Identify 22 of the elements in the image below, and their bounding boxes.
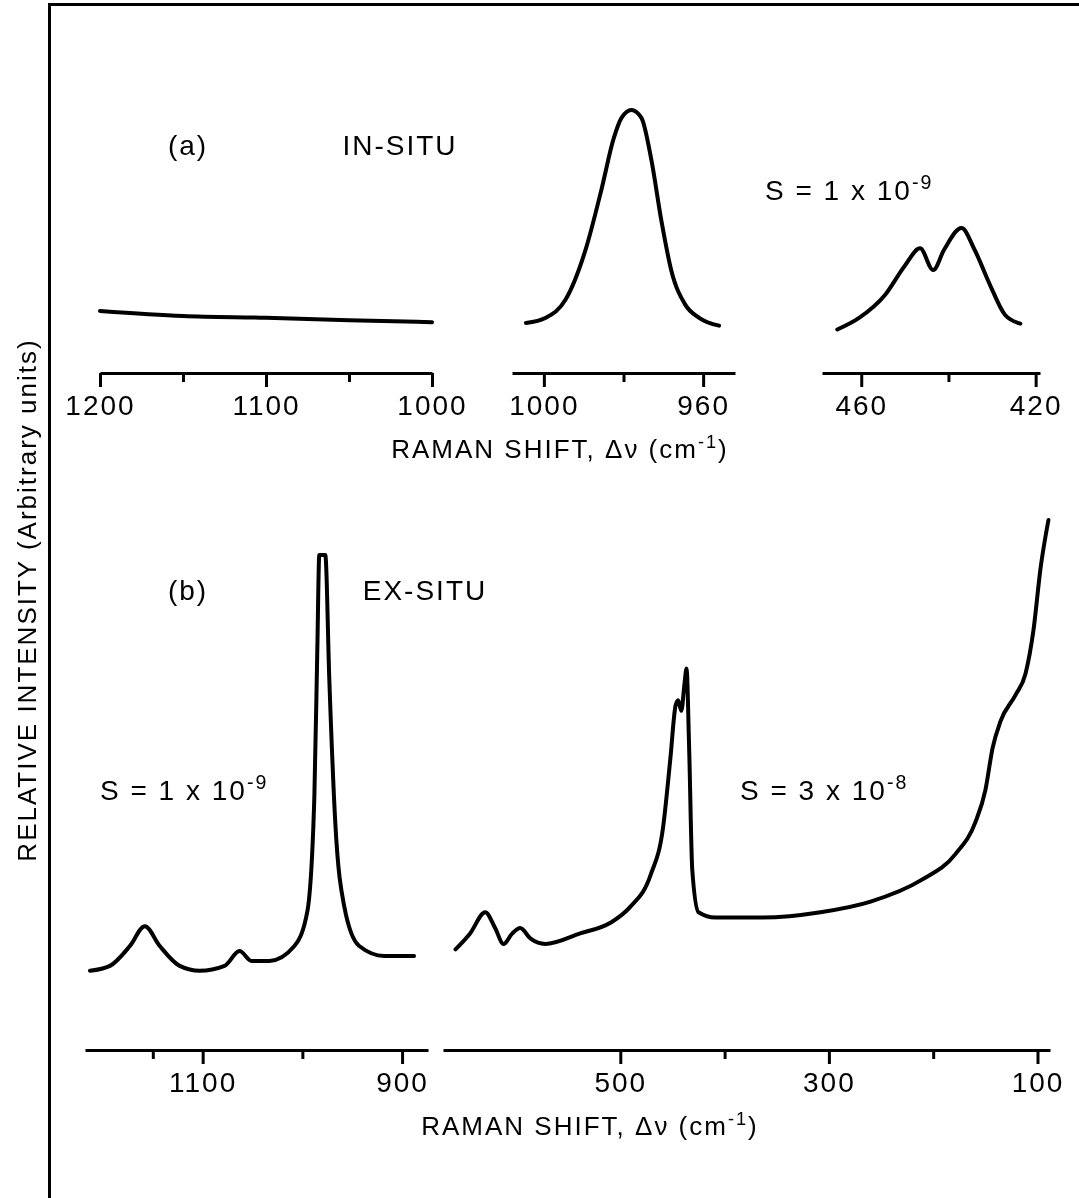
x-tick-label: 420 (1009, 389, 1063, 421)
x-axis-title: RAMAN SHIFT, Δν (cm$^{-1}$) (421, 1109, 759, 1141)
x-tick-label: 460 (835, 389, 889, 421)
x-tick-label: 300 (803, 1066, 856, 1098)
x-tick-label: 500 (594, 1066, 648, 1098)
annotation: (b) (167, 575, 209, 606)
annotation: S = 3 x 10$^{-8}$ (740, 771, 909, 806)
x-tick-label: 1000 (509, 389, 580, 421)
y-axis-title: RELATIVE INTENSITY (Arbitrary units) (12, 338, 42, 862)
annotation: S = 1 x 10$^{-9}$ (100, 771, 269, 806)
x-tick-label: 1200 (65, 389, 136, 421)
x-tick-label: 900 (376, 1066, 429, 1098)
text: S = 1 x 10$^{-9}$ (765, 171, 934, 206)
text: (a) (167, 130, 209, 161)
annotation: EX-SITU (362, 575, 488, 606)
x-tick-label: 1100 (169, 1066, 238, 1098)
text: IN-SITU (342, 130, 458, 161)
x-tick-label: 1100 (232, 389, 301, 421)
x-axis-title: RAMAN SHIFT, Δν (cm$^{-1}$) (391, 432, 729, 464)
x-tick-label: 100 (1011, 1066, 1065, 1098)
x-tick-label: 1000 (397, 389, 468, 421)
x-tick-label: 960 (677, 389, 730, 421)
